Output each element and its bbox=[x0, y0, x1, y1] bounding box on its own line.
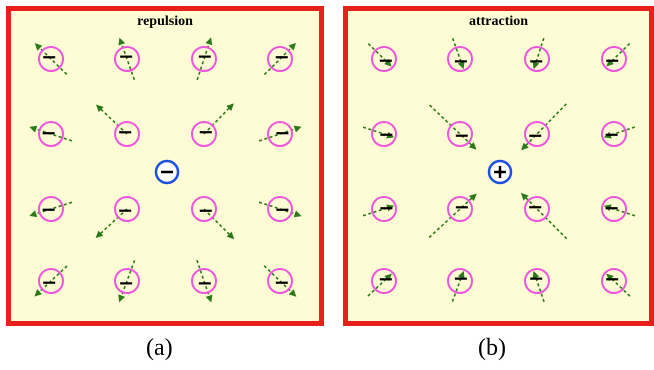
field-arrow bbox=[95, 104, 128, 135]
attraction-diagram bbox=[362, 37, 636, 303]
negative-particle bbox=[524, 196, 550, 222]
field-arrow bbox=[263, 42, 297, 76]
field-arrow bbox=[532, 37, 545, 70]
field-arrow bbox=[118, 260, 136, 303]
field-arrow bbox=[34, 43, 68, 75]
negative-particle bbox=[524, 121, 550, 147]
field-arrow bbox=[95, 208, 128, 239]
central-ion bbox=[154, 159, 180, 185]
negative-particle bbox=[114, 121, 140, 147]
field-arrow bbox=[118, 37, 136, 81]
field-arrow bbox=[263, 265, 297, 297]
repulsion-diagram bbox=[29, 37, 302, 303]
central-ion bbox=[487, 159, 513, 185]
negative-particle bbox=[447, 268, 473, 294]
negative-particle bbox=[38, 121, 64, 147]
negative-particle bbox=[191, 46, 217, 72]
negative-particle bbox=[447, 121, 473, 147]
attraction-panel: attraction bbox=[343, 6, 654, 326]
field-arrow bbox=[203, 103, 234, 135]
negative-particle bbox=[38, 196, 64, 222]
field-arrow bbox=[203, 208, 235, 240]
negative-particle bbox=[524, 46, 550, 72]
field-arrow bbox=[451, 37, 465, 70]
negative-particle bbox=[267, 46, 293, 72]
negative-particle bbox=[267, 121, 293, 147]
negative-particle bbox=[191, 196, 217, 222]
panel-title: attraction bbox=[468, 14, 529, 29]
negative-particle bbox=[371, 196, 397, 222]
negative-particle bbox=[371, 121, 397, 147]
field-arrow bbox=[196, 37, 213, 81]
negative-particle bbox=[114, 46, 140, 72]
field-arrow bbox=[451, 270, 465, 302]
negative-particle bbox=[191, 268, 217, 294]
negative-particle bbox=[601, 196, 627, 222]
negative-particle bbox=[114, 196, 140, 222]
negative-particle bbox=[524, 268, 550, 294]
panel-title: repulsion bbox=[137, 14, 193, 29]
negative-particle bbox=[601, 121, 627, 147]
field-arrow bbox=[34, 265, 68, 297]
repulsion-panel: repulsion bbox=[6, 6, 324, 326]
negative-particle bbox=[447, 46, 473, 72]
caption-b: (b) bbox=[478, 335, 506, 361]
negative-particle bbox=[447, 196, 473, 222]
negative-particle bbox=[371, 46, 397, 72]
negative-particle bbox=[38, 268, 64, 294]
negative-particle bbox=[371, 268, 397, 294]
negative-particle bbox=[267, 268, 293, 294]
negative-particle bbox=[38, 46, 64, 72]
field-arrow bbox=[196, 259, 213, 303]
field-arrow bbox=[532, 270, 545, 303]
negative-particle bbox=[114, 268, 140, 294]
caption-a: (a) bbox=[146, 335, 173, 361]
negative-particle bbox=[191, 121, 217, 147]
negative-particle bbox=[267, 196, 293, 222]
negative-particle bbox=[601, 268, 627, 294]
negative-particle bbox=[601, 46, 627, 72]
